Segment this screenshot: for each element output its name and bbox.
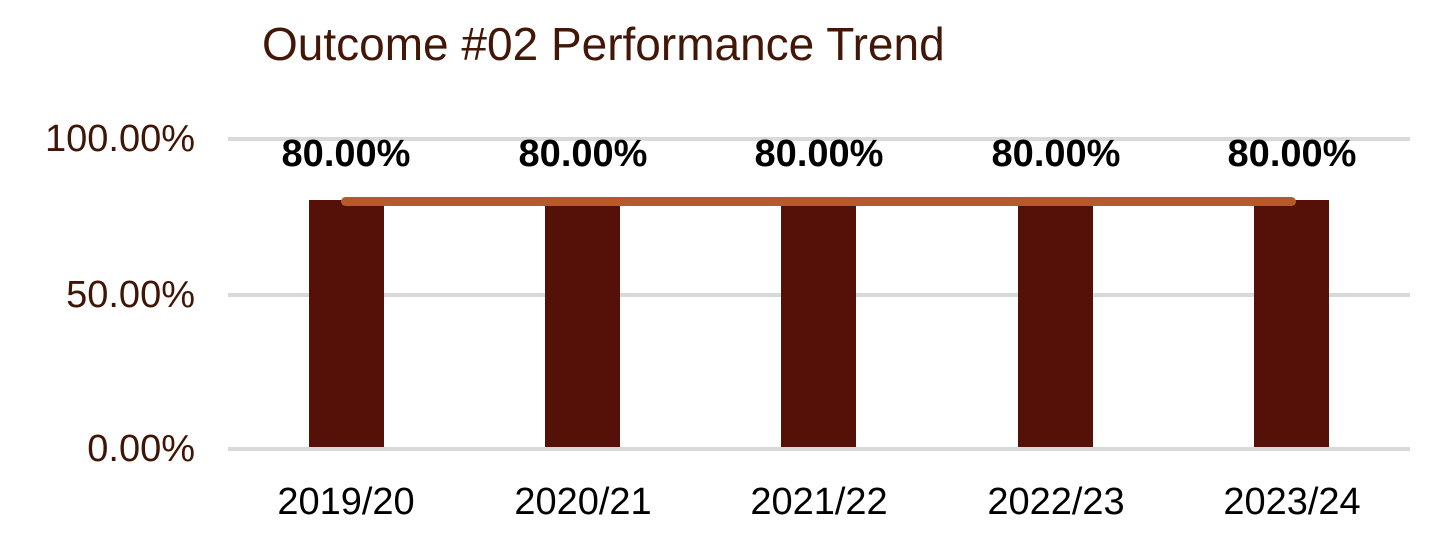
trend-line <box>341 197 1296 206</box>
bar-2020-21 <box>545 200 620 447</box>
bar-2019-20 <box>309 200 384 447</box>
data-label-2020-21: 80.00% <box>518 133 648 175</box>
bar-2023-24 <box>1254 200 1329 447</box>
y-axis-tick-0: 0.00% <box>87 428 195 470</box>
chart-title: Outcome #02 Performance Trend <box>262 18 945 70</box>
bar-2022-23 <box>1018 200 1093 447</box>
data-label-2022-23: 80.00% <box>991 133 1121 175</box>
x-axis-label-2020-21: 2020/21 <box>514 481 652 523</box>
gridline-100-percent <box>228 137 1410 141</box>
x-axis-label-2019-20: 2019/20 <box>277 481 415 523</box>
x-axis-label-2021-22: 2021/22 <box>750 481 888 523</box>
y-axis-tick-50: 50.00% <box>66 274 195 316</box>
x-axis-label-2023-24: 2023/24 <box>1223 481 1361 523</box>
data-label-2021-22: 80.00% <box>754 133 884 175</box>
data-label-2019-20: 80.00% <box>281 133 411 175</box>
x-axis-label-2022-23: 2022/23 <box>987 481 1125 523</box>
gridline-0-percent <box>228 447 1410 451</box>
y-axis-tick-100: 100.00% <box>44 118 195 160</box>
bar-2021-22 <box>781 200 856 447</box>
data-label-2023-24: 80.00% <box>1227 133 1357 175</box>
